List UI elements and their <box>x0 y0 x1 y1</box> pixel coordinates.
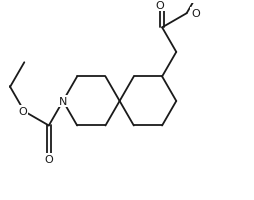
Text: O: O <box>44 154 53 164</box>
Text: O: O <box>155 1 164 11</box>
Text: O: O <box>18 107 27 117</box>
Text: O: O <box>190 9 199 19</box>
Text: N: N <box>59 96 67 106</box>
